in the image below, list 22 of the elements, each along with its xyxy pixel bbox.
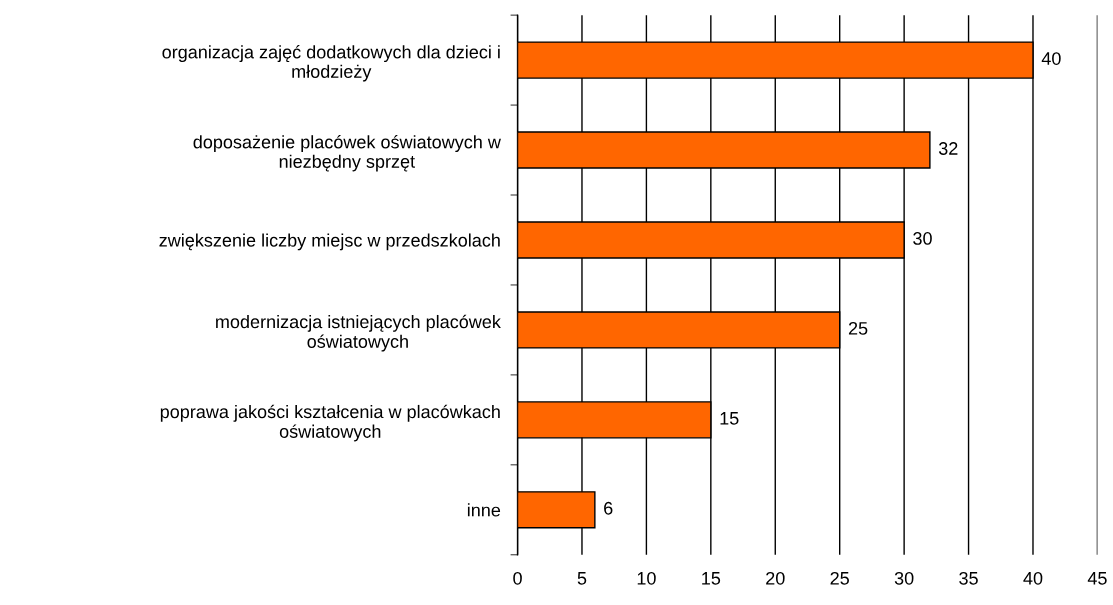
y-tick-label: zwiększenie liczby miejsc w przedszkolach: [159, 233, 500, 251]
y-tick-label: organizacja zajęć dodatkowych dla dzieci i młodzieży: [162, 45, 500, 82]
data-label: 25: [848, 321, 868, 335]
x-tick-label: 30: [894, 571, 914, 585]
x-tick-label: 0: [513, 571, 522, 585]
x-tick-label: 20: [766, 571, 785, 585]
data-label: 40: [1041, 52, 1061, 65]
x-tick-label: 35: [959, 571, 978, 585]
x-tick-label: 10: [637, 571, 656, 585]
data-label: 32: [938, 142, 958, 155]
y-tick-label: poprawa jakości kształcenia w placówkach oświatowych: [160, 404, 500, 442]
x-tick-label: 15: [702, 572, 721, 585]
x-tick-label: 5: [577, 572, 587, 585]
y-tick-label: inne: [467, 503, 501, 517]
data-label: 6: [604, 501, 613, 515]
x-tick-label: 40: [1023, 571, 1043, 585]
data-label: 30: [913, 232, 932, 245]
x-tick-label: 25: [830, 571, 849, 585]
x-tick-label: 45: [1087, 572, 1107, 585]
y-tick-label: modernizacja istniejących placówek oświatowych: [216, 314, 501, 352]
data-label: 15: [720, 412, 739, 425]
y-tick-label: doposażenie placówek oświatowych w niezbędny sprzęt: [193, 134, 501, 172]
